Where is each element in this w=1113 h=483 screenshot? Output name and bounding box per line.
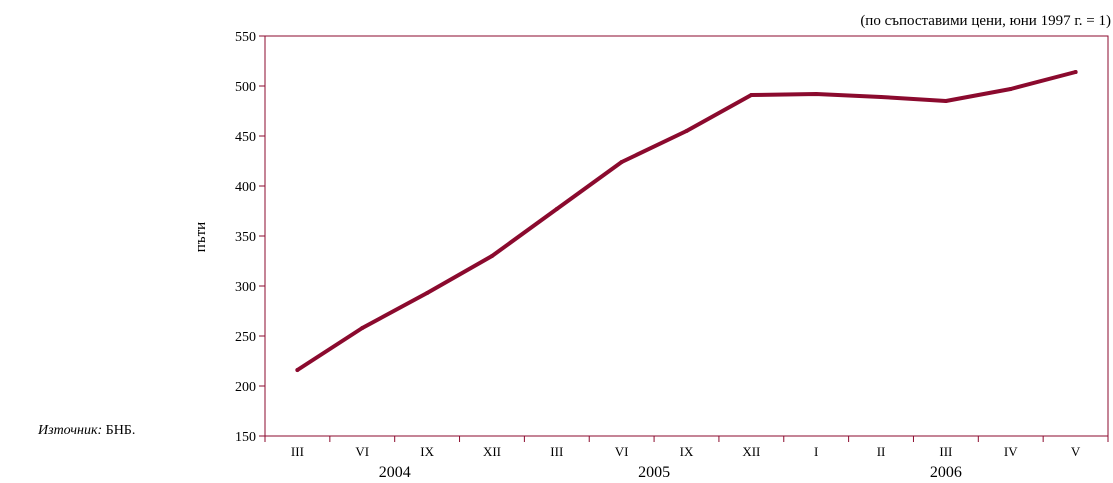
x-tick-label: IV xyxy=(1004,444,1018,459)
data-point xyxy=(554,207,559,211)
data-point xyxy=(684,129,689,133)
y-tick-label: 400 xyxy=(235,180,256,195)
x-tick-label: III xyxy=(291,444,304,459)
data-point xyxy=(749,93,754,97)
data-point xyxy=(879,95,884,99)
x-tick-label: VI xyxy=(355,444,369,459)
x-tick-label: III xyxy=(550,444,563,459)
data-point xyxy=(943,99,948,103)
y-tick-label: 300 xyxy=(235,280,256,295)
series-line xyxy=(295,70,1078,372)
data-point xyxy=(814,92,819,96)
x-tick-label: I xyxy=(814,444,818,459)
x-tick-label: VI xyxy=(615,444,629,459)
x-tick-label: IX xyxy=(680,444,694,459)
year-label: 2004 xyxy=(379,464,411,481)
data-point xyxy=(1073,70,1078,74)
data-point xyxy=(425,291,430,295)
data-point xyxy=(360,326,365,330)
data-point xyxy=(295,368,300,372)
y-tick-label: 450 xyxy=(235,130,256,145)
data-point xyxy=(1008,87,1013,91)
data-point xyxy=(489,254,494,258)
data-point xyxy=(619,160,624,164)
y-tick-label: 550 xyxy=(235,30,256,45)
source-text: БНБ. xyxy=(105,423,136,438)
x-tick-label: II xyxy=(877,444,886,459)
y-tick-label: 150 xyxy=(235,430,256,445)
chart-note: (по съпоставими цени, юни 1997 г. = 1) xyxy=(860,13,1111,29)
x-tick-label: IX xyxy=(420,444,434,459)
y-tick-label: 350 xyxy=(235,230,256,245)
y-axis-label: пъти xyxy=(193,222,209,252)
year-label: 2006 xyxy=(930,464,962,481)
x-tick-label: XII xyxy=(483,444,501,459)
source-label: Източник: xyxy=(38,423,103,438)
x-tick-label: V xyxy=(1071,444,1081,459)
y-tick-label: 250 xyxy=(235,330,256,345)
x-tick-label: XII xyxy=(742,444,760,459)
source-note: Източник: БНБ. xyxy=(38,423,135,439)
y-tick-label: 500 xyxy=(235,80,256,95)
x-tick-label: III xyxy=(939,444,952,459)
y-tick-label: 200 xyxy=(235,380,256,395)
year-label: 2005 xyxy=(638,464,670,481)
